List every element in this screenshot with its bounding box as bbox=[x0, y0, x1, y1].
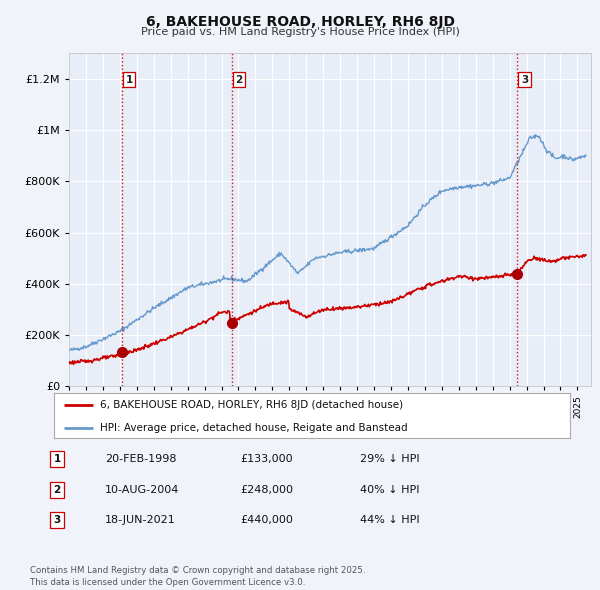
Text: 3: 3 bbox=[521, 75, 528, 85]
Text: 44% ↓ HPI: 44% ↓ HPI bbox=[360, 516, 419, 525]
Text: 6, BAKEHOUSE ROAD, HORLEY, RH6 8JD (detached house): 6, BAKEHOUSE ROAD, HORLEY, RH6 8JD (deta… bbox=[100, 401, 404, 411]
Text: Price paid vs. HM Land Registry's House Price Index (HPI): Price paid vs. HM Land Registry's House … bbox=[140, 27, 460, 37]
Text: 20-FEB-1998: 20-FEB-1998 bbox=[105, 454, 176, 464]
Text: 2: 2 bbox=[235, 75, 242, 85]
Text: 40% ↓ HPI: 40% ↓ HPI bbox=[360, 485, 419, 494]
Text: 6, BAKEHOUSE ROAD, HORLEY, RH6 8JD: 6, BAKEHOUSE ROAD, HORLEY, RH6 8JD bbox=[146, 15, 455, 29]
Text: 18-JUN-2021: 18-JUN-2021 bbox=[105, 516, 176, 525]
Text: £440,000: £440,000 bbox=[240, 516, 293, 525]
Text: 2: 2 bbox=[53, 485, 61, 494]
Text: £133,000: £133,000 bbox=[240, 454, 293, 464]
Text: 1: 1 bbox=[125, 75, 133, 85]
Text: £248,000: £248,000 bbox=[240, 485, 293, 494]
Text: HPI: Average price, detached house, Reigate and Banstead: HPI: Average price, detached house, Reig… bbox=[100, 423, 408, 433]
Text: 29% ↓ HPI: 29% ↓ HPI bbox=[360, 454, 419, 464]
Text: 1: 1 bbox=[53, 454, 61, 464]
Text: 10-AUG-2004: 10-AUG-2004 bbox=[105, 485, 179, 494]
Text: Contains HM Land Registry data © Crown copyright and database right 2025.
This d: Contains HM Land Registry data © Crown c… bbox=[30, 566, 365, 587]
Text: 3: 3 bbox=[53, 516, 61, 525]
